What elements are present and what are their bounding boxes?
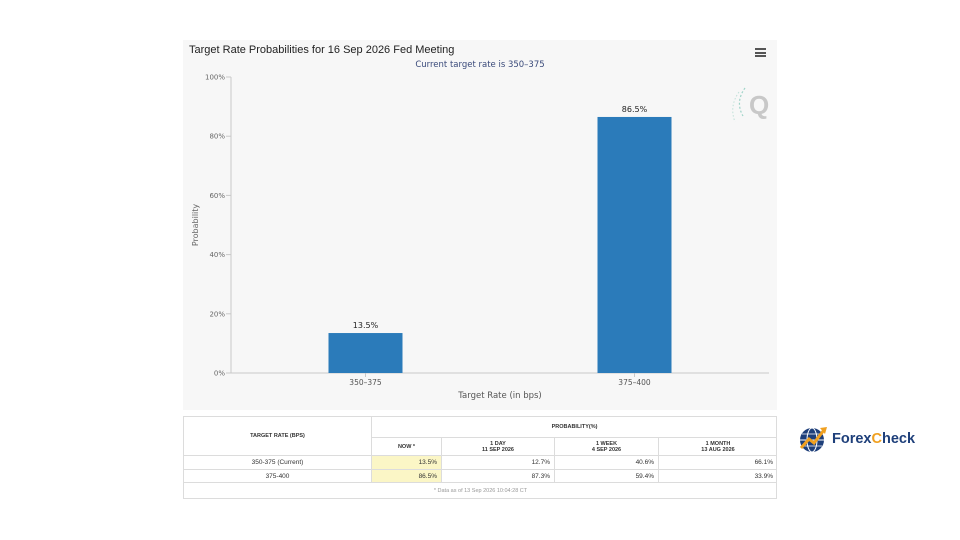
y-tick-label: 40% [209,251,225,259]
y-tick-label: 60% [209,192,225,200]
table-row-rate: 350-375 (Current) [251,459,304,466]
table-cell-now: 13.5% [372,456,441,469]
table-cell-1-day: 12.7% [531,459,550,466]
table-header-probability: PROBABILITY(%) [551,424,598,430]
table-header-1-month: 1 MONTH 13 AUG 2026 [701,440,735,453]
y-tick-label: 0% [214,370,225,378]
table-cell-1-month: 33.9% [754,472,773,480]
chart-panel: Target Rate Probabilities for 16 Sep 202… [183,40,777,410]
y-axis-title: Probability [191,204,200,247]
y-tick-label: 100% [205,74,225,82]
table-cell-1-month: 66.1% [754,459,773,466]
table-header-target-rate: TARGET RATE (BPS) [250,433,305,439]
watermark-letter: Q [749,90,769,120]
chart-title: Target Rate Probabilities for 16 Sep 202… [189,44,455,56]
brand-name: ForexCheck [832,431,916,447]
bar-data-label: 86.5% [622,105,648,114]
y-tick-label: 20% [209,310,225,318]
table-cell-now: 86.5% [372,470,441,482]
y-tick-label: 80% [209,133,225,141]
bar [328,333,403,373]
forexcheck-logo: ForexCheck [798,422,923,456]
table-cell-1-week: 59.4% [635,472,654,480]
table-header-1-day: 1 DAY 11 SEP 2026 [481,440,514,453]
bar [597,116,672,374]
table-footnote: * Data as of 13 Sep 2026 10:04:28 CT [433,487,528,494]
table-cell-1-day: 87.3% [531,472,550,480]
table-header-now: NOW * [397,443,416,450]
table-row-rate: 375-400 [265,472,290,480]
watermark-q-logo-icon: Q [732,87,769,123]
bar-chart: Q 0% 20% 40% 60% 80% 100% Probability Target Ra… [191,74,769,402]
bar-data-label: 13.5% [353,321,379,330]
table-header-1-week: 1 WEEK 4 SEP 2026 [591,440,622,453]
globe-arrow-logo-icon [799,427,827,453]
chart-subtitle: Current target rate is 350–375 [415,60,545,70]
hamburger-menu-icon[interactable] [755,48,766,57]
x-tick-label: 350–375 [349,378,382,387]
probability-table: TARGET RATE (BPS) PROBABILITY(%) NOW * 1… [183,416,777,499]
x-tick-label: 375–400 [618,378,651,387]
x-axis-title: Target Rate (in bps) [457,391,542,401]
table-cell-1-week: 40.6% [635,459,654,466]
